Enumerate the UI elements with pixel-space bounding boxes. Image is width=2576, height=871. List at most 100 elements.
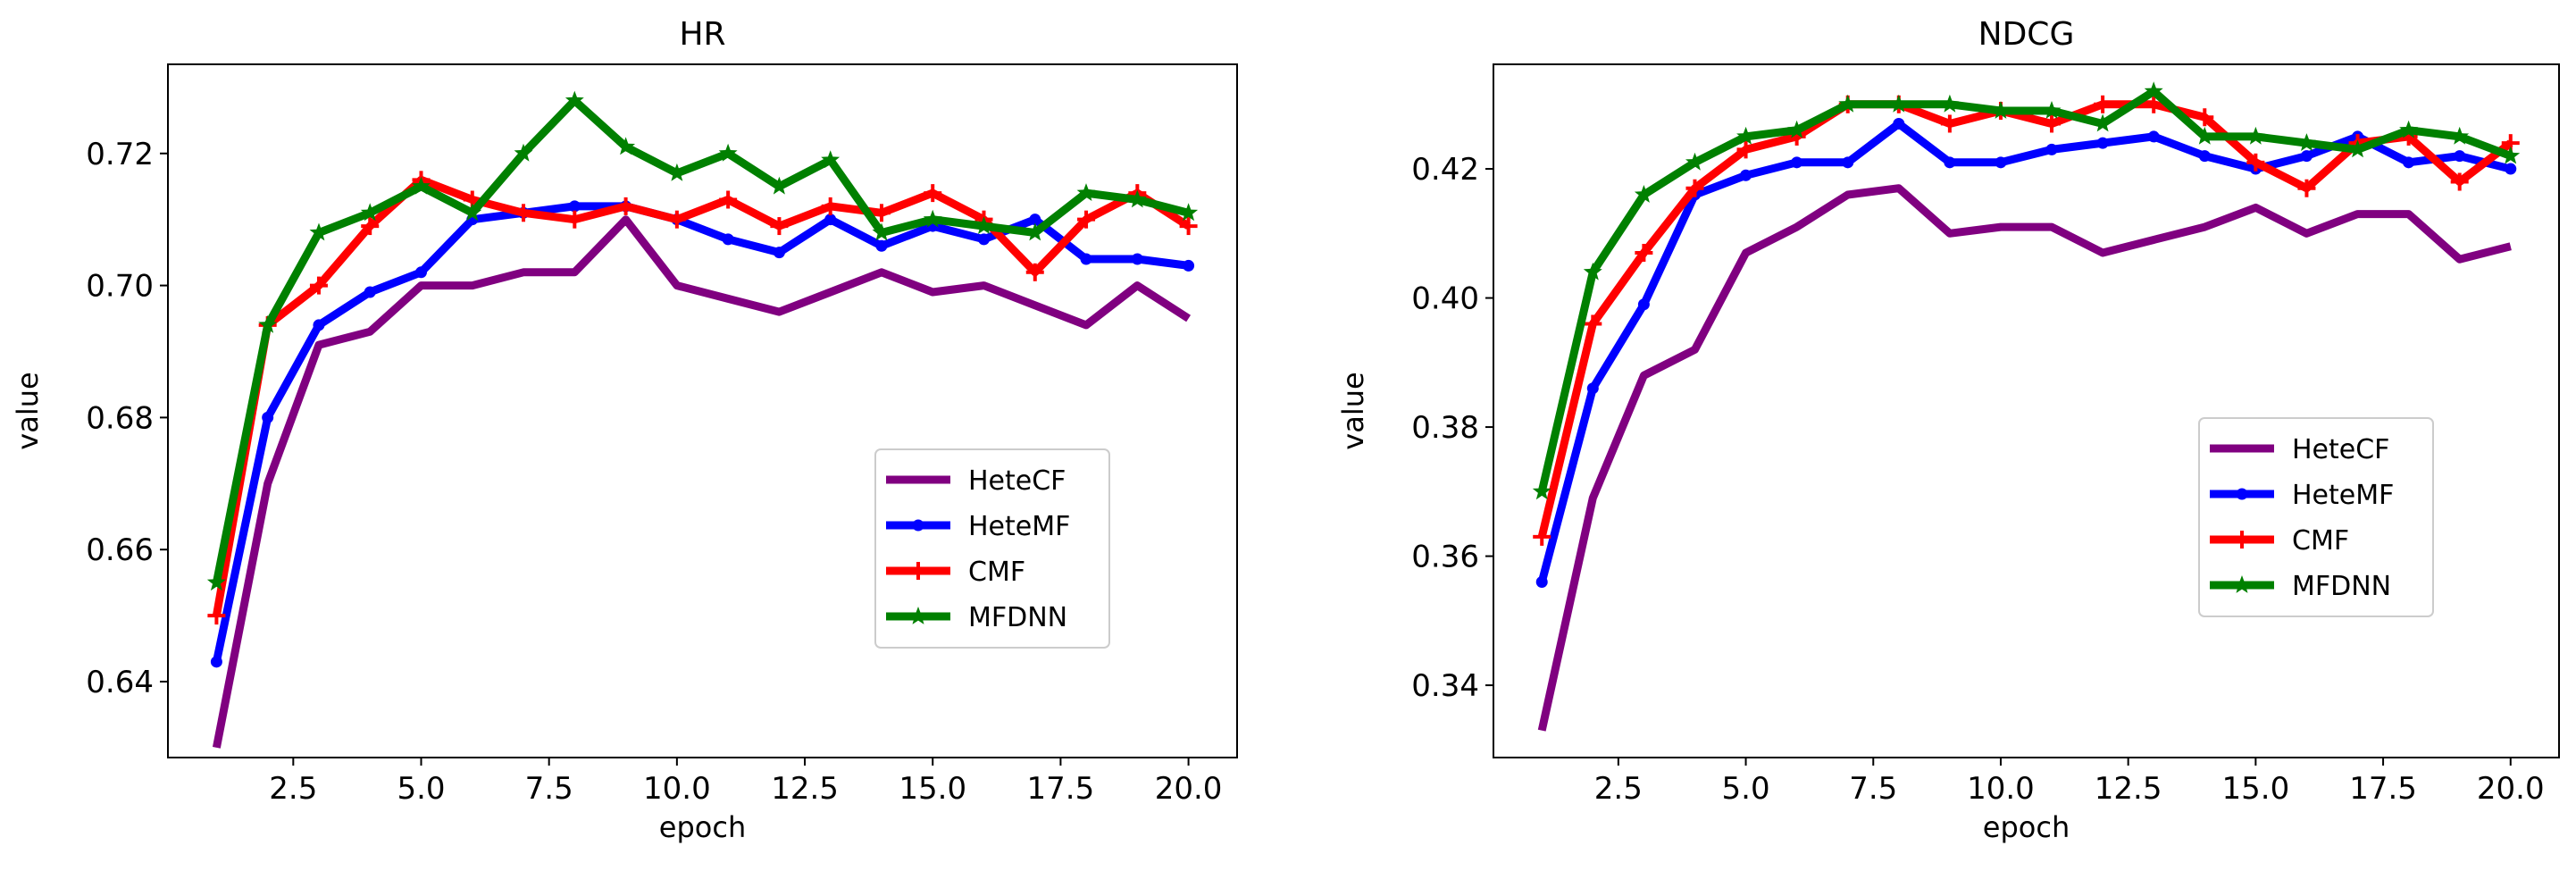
- ndcg-point-mfdnn-16: [2297, 133, 2316, 151]
- hr-point-mfdnn-3: [309, 222, 329, 241]
- ndcg-series-hetemf: [1535, 117, 2517, 588]
- ndcg-xtick-label: 7.5: [1849, 771, 1897, 807]
- hr-point-mfdnn-9: [616, 137, 636, 155]
- ndcg-point-mfdnn-12: [2093, 113, 2112, 132]
- ndcg-point-hetemf-13: [2147, 130, 2160, 143]
- hr-line-hetecf: [212, 215, 1192, 749]
- ndcg-point-mfdnn-13: [2144, 81, 2163, 100]
- ndcg-point-mfdnn-17: [2348, 139, 2367, 158]
- hr-point-hetemf-4: [364, 286, 376, 298]
- hr-legend-marker: [912, 519, 924, 532]
- hr-legend-item-mfdnn: MFDNN: [886, 602, 1067, 633]
- ndcg-legend-label: HeteMF: [2292, 480, 2394, 511]
- ndcg-xtick-label: 20.0: [2477, 771, 2545, 807]
- hr-point-hetemf-5: [415, 266, 427, 279]
- hr-point-mfdnn-7: [514, 143, 533, 162]
- ndcg-point-cmf-15: [2246, 153, 2265, 172]
- ndcg-ytick-label: 0.36: [1411, 540, 1479, 575]
- hr-point-mfdnn-4: [360, 203, 380, 222]
- hr-point-mfdnn-17: [1025, 222, 1045, 241]
- hr-title: HR: [679, 16, 725, 53]
- hr-legend-marker: [909, 562, 927, 580]
- ndcg-y-axis-label: value: [1336, 372, 1370, 449]
- ndcg-point-mfdnn-5: [1736, 126, 1755, 145]
- ndcg-point-cmf-16: [2297, 179, 2316, 197]
- ndcg-point-mfdnn-6: [1787, 120, 1807, 138]
- ndcg-point-hetemf-1: [1535, 575, 1548, 588]
- hr-ytick-label: 0.66: [86, 532, 154, 568]
- ndcg-xtick-label: 12.5: [2095, 771, 2162, 807]
- ndcg-point-hetemf-12: [2096, 137, 2109, 149]
- hr-point-mfdnn-14: [872, 222, 891, 241]
- hr-point-mfdnn-6: [463, 203, 482, 222]
- hr-xtick-label: 7.5: [525, 771, 573, 807]
- ndcg-point-cmf-2: [1584, 314, 1602, 333]
- ndcg-series-mfdnn: [1532, 81, 2521, 500]
- hr-point-hetemf-2: [262, 411, 274, 423]
- hr-point-hetemf-8: [568, 200, 581, 213]
- hr-point-mfdnn-10: [667, 163, 687, 181]
- ndcg-point-hetemf-11: [2045, 143, 2058, 155]
- ndcg-point-mfdnn-7: [1838, 94, 1858, 113]
- ndcg-point-hetemf-19: [2454, 150, 2466, 163]
- hr-point-cmf-8: [565, 210, 584, 229]
- hr-plot-frame: [167, 63, 1238, 758]
- hr-point-cmf-13: [821, 197, 840, 215]
- hr-x-axis-label: epoch: [659, 810, 746, 844]
- hr-point-mfdnn-20: [1179, 203, 1199, 222]
- ndcg-point-cmf-1: [1533, 527, 1551, 546]
- ndcg-point-hetemf-10: [1995, 156, 2007, 169]
- hr-series-mfdnn: [206, 90, 1199, 591]
- hr-point-hetemf-16: [978, 233, 990, 246]
- ndcg-xtick-label: 10.0: [1967, 771, 2035, 807]
- hr-point-hetemf-1: [210, 656, 222, 668]
- hr-xtick-label: 2.5: [269, 771, 317, 807]
- ndcg-point-mfdnn-15: [2246, 126, 2265, 145]
- hr-point-hetemf-14: [875, 239, 888, 252]
- ndcg-point-cmf-4: [1685, 179, 1704, 197]
- hr-ytick-label: 0.70: [86, 269, 154, 305]
- hr-point-cmf-15: [924, 184, 942, 203]
- ndcg-legend-label: MFDNN: [2292, 571, 2391, 602]
- ndcg-ytick-label: 0.34: [1411, 668, 1479, 704]
- ndcg-point-hetemf-6: [1791, 156, 1803, 169]
- ndcg-legend: HeteCF HeteMF CMF MFDNN: [2198, 417, 2434, 617]
- ndcg-point-hetemf-5: [1740, 169, 1752, 181]
- ndcg-point-hetemf-7: [1842, 156, 1854, 169]
- ndcg-line-hetecf: [1537, 184, 2512, 732]
- hr-point-cmf-9: [616, 197, 635, 215]
- hr-point-cmf-20: [1179, 217, 1198, 236]
- ndcg-xtick-label: 15.0: [2222, 771, 2290, 807]
- ndcg-title: NDCG: [1978, 16, 2075, 53]
- hr-point-hetemf-18: [1080, 253, 1092, 265]
- ndcg-point-cmf-9: [1940, 114, 1959, 133]
- ndcg-point-hetemf-14: [2198, 150, 2211, 163]
- hr-point-hetemf-17: [1029, 214, 1041, 226]
- ndcg-x-axis-label: epoch: [1983, 810, 2070, 844]
- hr-legend-label: HeteCF: [968, 465, 1066, 497]
- hr-xtick-label: 5.0: [397, 771, 445, 807]
- hr-point-cmf-17: [1025, 263, 1044, 281]
- hr-point-cmf-3: [309, 276, 328, 295]
- ndcg-point-hetemf-9: [1944, 156, 1956, 169]
- ndcg-point-mfdnn-20: [2501, 146, 2521, 164]
- hr-xtick-label: 17.5: [1027, 771, 1095, 807]
- ndcg-series-hetecf: [1537, 184, 2512, 732]
- ndcg-legend-label: CMF: [2292, 525, 2349, 557]
- ndcg-point-cmf-3: [1635, 243, 1653, 262]
- hr-chart-panel: HR 2.5 5.0 7.5 10.0 12.5 15.0 17.5 20.0 0.64 0.66 0…: [11, 16, 1238, 844]
- hr-legend: HeteCF HeteMF CMF MFDNN: [874, 448, 1110, 649]
- hr-xtick-label: 20.0: [1155, 771, 1223, 807]
- hr-point-hetemf-20: [1183, 259, 1195, 272]
- ndcg-point-cmf-19: [2450, 172, 2469, 191]
- hr-point-mfdnn-13: [821, 150, 841, 169]
- ndcg-legend-marker: [2232, 575, 2252, 593]
- ndcg-point-mfdnn-1: [1532, 482, 1551, 500]
- ndcg-legend-item-hetemf: HeteMF: [2210, 480, 2394, 511]
- hr-point-hetemf-13: [824, 214, 837, 226]
- hr-y-axis-label: value: [11, 372, 45, 449]
- hr-point-mfdnn-5: [412, 176, 431, 195]
- ndcg-xtick-label: 5.0: [1722, 771, 1770, 807]
- ndcg-ytick-label: 0.42: [1411, 152, 1479, 188]
